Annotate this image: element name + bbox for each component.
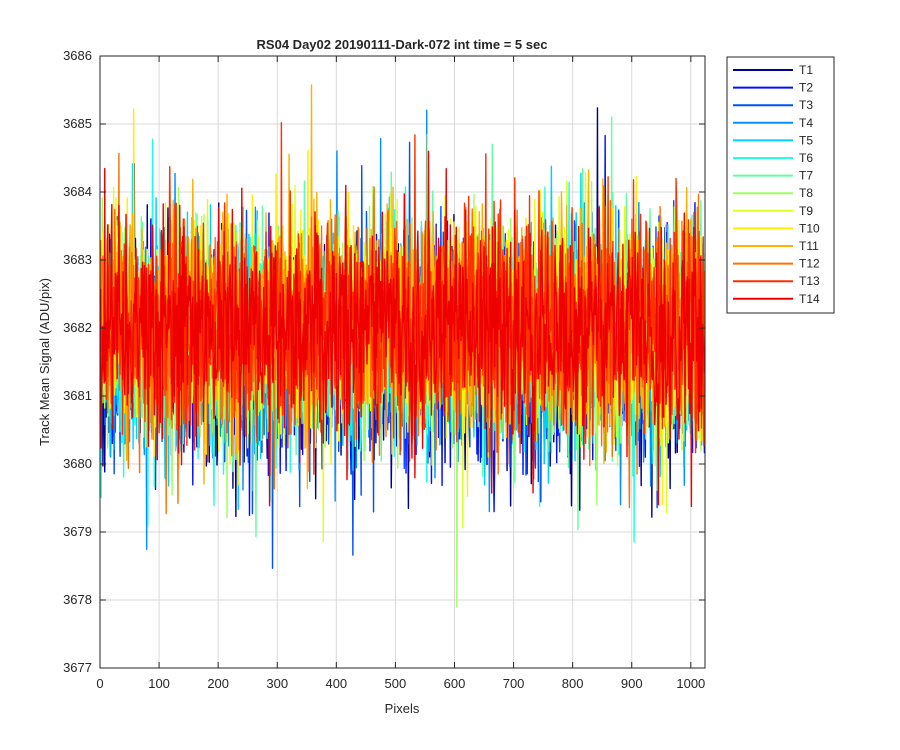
legend-label: T10 (799, 221, 820, 235)
legend-label: T2 (799, 81, 813, 95)
legend-entry-t3: T3 (733, 98, 813, 112)
legend-label: T9 (799, 204, 813, 218)
legend-label: T11 (799, 239, 819, 253)
legend-label: T5 (799, 133, 813, 147)
y-tick-label: 3677 (63, 660, 92, 675)
legend-entry-t11: T11 (733, 239, 819, 253)
legend-label: T8 (799, 186, 813, 200)
legend: T1 T2 T3 T4 T5 T6 T7 T8 T9 T10 T11 T12 T13 T14 (726, 56, 835, 314)
axes-box (99, 55, 706, 669)
series-line-t14 (100, 150, 705, 508)
y-tick-label: 3685 (63, 116, 92, 131)
chart-title: RS04 Day02 20190111-Dark-072 int time = … (257, 37, 548, 52)
x-tick-label: 800 (562, 676, 584, 691)
y-tick-label: 3679 (63, 524, 92, 539)
y-tick-label: 3681 (63, 388, 92, 403)
legend-label: T6 (799, 151, 813, 165)
legend-entry-t6: T6 (733, 151, 813, 165)
x-tick-label: 1000 (676, 676, 705, 691)
legend-label: T3 (799, 98, 813, 112)
legend-label: T7 (799, 169, 813, 183)
legend-label: T12 (799, 257, 820, 271)
plot-area: 0 100 200 300 400 500 600 700 800 900 1000 3677 3678… (63, 48, 706, 691)
x-tick-label: 700 (503, 676, 525, 691)
legend-entry-t8: T8 (733, 186, 813, 200)
y-tick-label: 3683 (63, 252, 92, 267)
legend-entry-t9: T9 (733, 204, 813, 218)
legend-entry-t12: T12 (733, 257, 820, 271)
legend-entry-t10: T10 (733, 221, 820, 235)
ticks: 0 100 200 300 400 500 600 700 800 900 1000 3677 3678… (63, 48, 705, 691)
legend-label: T13 (799, 274, 820, 288)
x-tick-label: 400 (325, 676, 347, 691)
legend-entry-t7: T7 (733, 169, 813, 183)
x-tick-label: 200 (207, 676, 229, 691)
y-tick-label: 3686 (63, 48, 92, 63)
legend-entry-t13: T13 (733, 274, 820, 288)
x-axis-label: Pixels (385, 701, 420, 716)
x-tick-label: 500 (385, 676, 407, 691)
x-tick-label: 600 (444, 676, 466, 691)
y-tick-label: 3684 (63, 184, 92, 199)
legend-entry-t1: T1 (733, 63, 813, 77)
y-axis-label: Track Mean Signal (ADU/pix) (37, 278, 52, 446)
legend-entry-t2: T2 (733, 81, 813, 95)
x-tick-label: 100 (148, 676, 170, 691)
legend-label: T1 (799, 63, 813, 77)
legend-box (726, 56, 835, 314)
legend-entry-t14: T14 (733, 292, 820, 306)
x-tick-label: 900 (621, 676, 643, 691)
y-tick-label: 3678 (63, 592, 92, 607)
legend-label: T14 (799, 292, 820, 306)
legend-entry-t5: T5 (733, 133, 813, 147)
x-tick-label: 0 (96, 676, 103, 691)
y-tick-label: 3682 (63, 320, 92, 335)
legend-label: T4 (799, 116, 813, 130)
legend-entry-t4: T4 (733, 116, 813, 130)
legend-entries: T1 T2 T3 T4 T5 T6 T7 T8 T9 T10 T11 T12 T13 T14 (733, 63, 820, 306)
series-lines (100, 84, 705, 608)
x-tick-label: 300 (266, 676, 288, 691)
y-tick-label: 3680 (63, 456, 92, 471)
